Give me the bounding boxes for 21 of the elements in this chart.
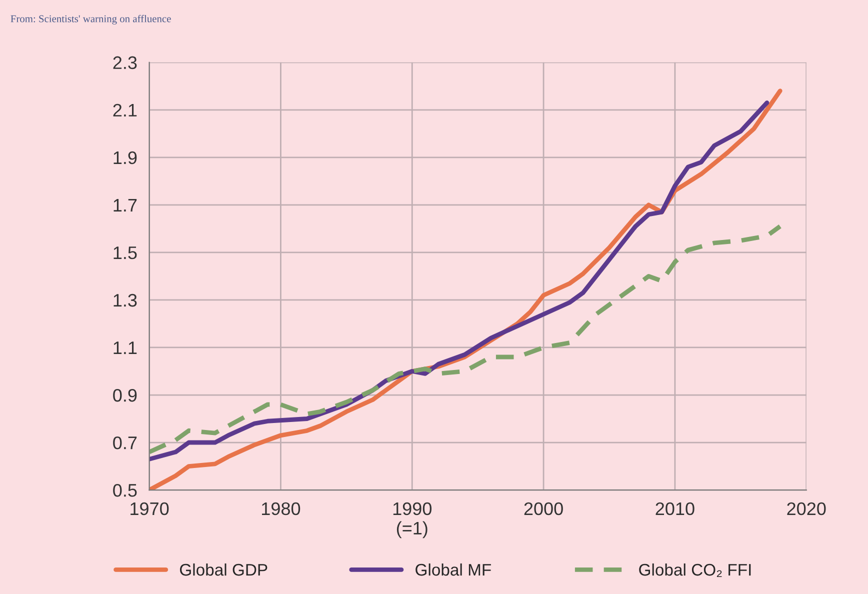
y-tick-label: 2.1 bbox=[113, 104, 137, 116]
y-tick-label: 1.3 bbox=[114, 294, 137, 307]
y-tick-label: 0.5 bbox=[113, 484, 137, 497]
x-tick-label: 2000 bbox=[524, 502, 563, 516]
y-tick-label: 1.5 bbox=[114, 246, 137, 260]
text: From: Scientists' warning on affluence bbox=[10, 14, 171, 24]
x-tick-label: 1970 bbox=[130, 502, 169, 516]
y-tick-label: 1.9 bbox=[114, 151, 137, 164]
y-tick-label: 1.7 bbox=[114, 199, 137, 212]
legend-label: Global CO₂ FFI bbox=[639, 563, 751, 577]
y-tick-label: 0.9 bbox=[113, 388, 137, 402]
x-tick-label: 1990 (=1) bbox=[393, 502, 432, 538]
legend-label: Global GDP bbox=[180, 563, 268, 576]
x-tick-label: 1980 bbox=[262, 502, 300, 516]
x-tick-label: 2020 bbox=[787, 502, 826, 516]
y-tick-label: 2.3 bbox=[113, 56, 137, 70]
line-series bbox=[149, 224, 782, 454]
x-tick-label: 2010 bbox=[656, 502, 694, 516]
y-tick-label: 1.1 bbox=[114, 342, 137, 354]
legend-label: Global MF bbox=[416, 563, 491, 576]
y-tick-label: 0.7 bbox=[113, 436, 137, 450]
